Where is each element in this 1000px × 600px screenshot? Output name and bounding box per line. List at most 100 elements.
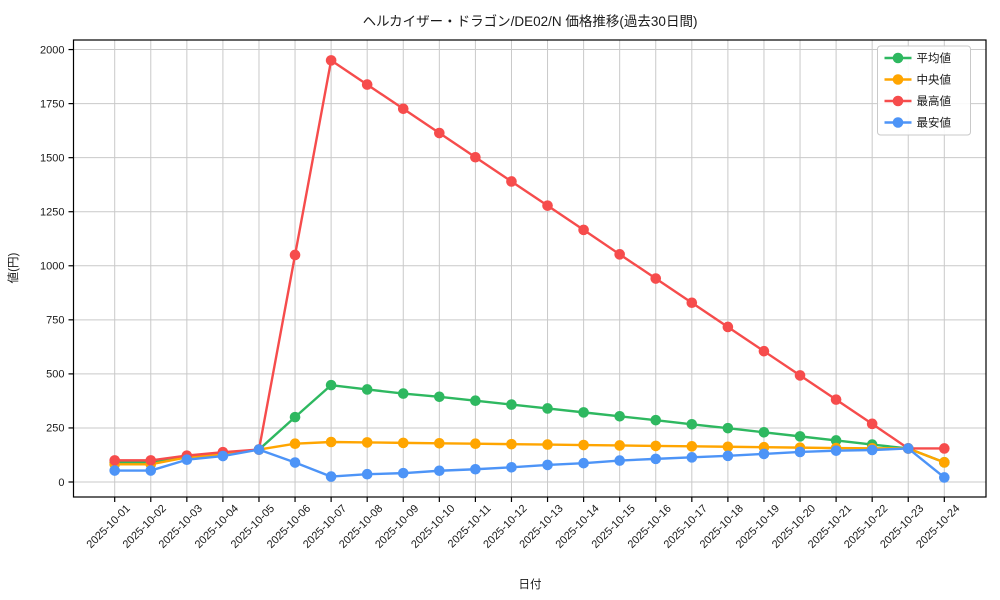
legend-marker-median [892,74,904,85]
data-point-median [650,440,662,452]
data-point-highest [650,273,662,284]
data-point-average [830,435,842,446]
data-point-median [361,437,373,448]
legend-marker-average [892,52,904,64]
data-point-lowest [939,472,950,483]
data-point-highest [145,455,157,466]
data-point-lowest [434,465,445,477]
y-tick-label: 0 [58,477,64,489]
data-point-average [542,403,553,414]
data-point-lowest [361,468,373,480]
data-point-median [614,440,625,451]
x-axis-label: 日付 [519,578,542,591]
data-point-average [758,426,770,438]
series-highest [109,55,950,466]
series-line-highest [114,59,945,462]
data-point-highest [758,345,770,357]
series-layer [109,55,950,483]
legend-label-average: 平均値 [917,52,952,65]
data-point-highest [361,79,373,90]
y-tick-label: 750 [46,315,64,327]
data-point-highest [289,249,301,261]
plot-frame [72,39,987,498]
data-point-average [289,411,301,423]
data-point-median [470,438,481,450]
data-point-average [794,431,806,442]
data-point-lowest [253,444,265,455]
y-tick-label: 250 [46,423,64,435]
y-tick-label: 500 [46,369,64,381]
data-point-highest [578,224,589,236]
data-point-highest [939,443,950,454]
data-point-highest [470,151,481,163]
data-point-lowest [686,452,698,463]
y-tick-label: 2000 [40,44,64,56]
data-point-lowest [217,450,229,462]
data-point-lowest [650,453,662,465]
data-point-lowest [506,461,517,473]
y-tick-label: 1000 [40,261,64,273]
data-point-median [325,436,337,448]
data-point-median [434,437,445,449]
legend-item-average: 平均値 [884,52,952,65]
data-point-median [722,441,734,453]
data-point-highest [397,103,409,115]
data-point-average [397,388,409,399]
data-point-median [397,437,409,449]
axis-layer: 0250500750100012501500175020002025-10-01… [40,39,987,551]
data-point-lowest [397,467,409,479]
y-tick-label: 1750 [40,98,64,110]
data-point-average [361,384,373,395]
legend-item-highest: 最高値 [884,94,952,108]
y-tick-label: 1500 [40,152,64,164]
data-point-lowest [109,465,120,476]
data-point-lowest [470,463,481,475]
legend-label-median: 中央値 [917,74,952,87]
data-point-highest [722,321,734,333]
data-point-median [686,441,698,452]
legend-box [877,45,971,136]
data-point-average [722,422,734,434]
legend-label-lowest: 最安値 [917,116,952,130]
data-point-highest [830,394,842,405]
legend-marker-lowest [892,117,904,128]
data-point-highest [794,370,806,381]
data-point-highest [866,418,878,430]
data-point-average [506,399,517,410]
data-point-lowest [794,446,806,458]
data-point-lowest [289,457,301,468]
data-point-lowest [578,457,589,469]
legend-item-median: 中央値 [884,74,952,87]
data-point-highest [109,455,120,466]
data-point-lowest [325,471,337,482]
data-point-median [289,438,301,450]
data-point-lowest [722,450,734,462]
data-point-lowest [614,455,625,466]
legend-item-lowest: 最安値 [884,116,952,130]
data-point-lowest [902,443,914,454]
data-point-lowest [145,465,157,476]
data-point-median [542,439,553,450]
data-point-median [578,439,589,451]
grid-layer [73,40,986,497]
data-point-lowest [866,444,878,456]
data-point-highest [506,176,517,187]
data-point-average [650,414,662,426]
data-point-highest [542,200,553,211]
y-tick-label: 1250 [40,207,64,219]
data-point-lowest [758,448,770,460]
chart-title: ヘルカイザー・ドラゴン/DE02/N 価格推移(過去30日間) [363,13,698,29]
data-point-average [686,418,698,430]
data-point-highest [614,249,625,260]
data-point-average [470,395,481,407]
data-point-average [325,379,337,391]
legend-marker-highest [892,95,904,107]
data-point-average [614,410,625,422]
legend-label-highest: 最高値 [917,94,952,108]
data-point-median [506,438,517,450]
data-point-average [434,391,445,403]
data-point-highest [686,297,698,309]
